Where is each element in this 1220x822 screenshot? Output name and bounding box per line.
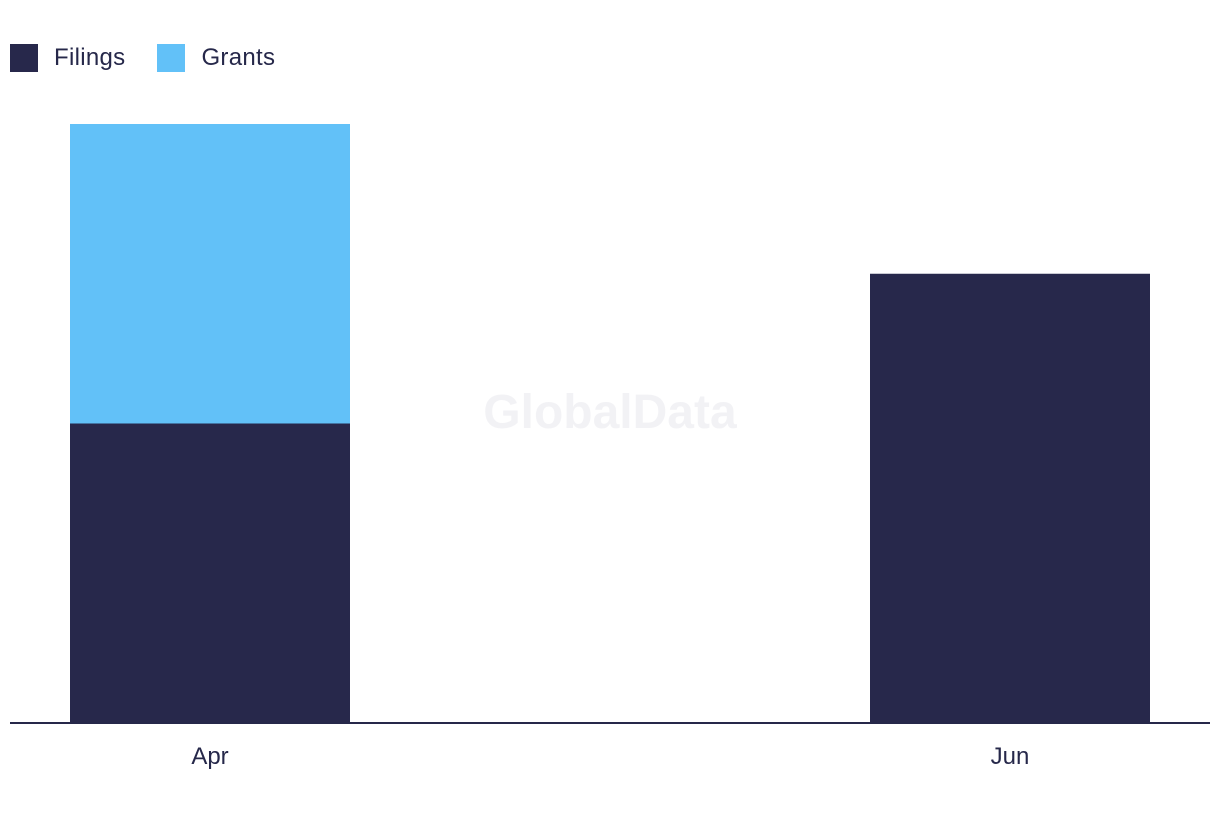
- bars-group: [70, 124, 1150, 723]
- legend: Filings Grants: [10, 44, 275, 72]
- bar-filings-apr: [70, 423, 350, 723]
- bar-grants-apr: [70, 124, 350, 424]
- x-tick-label-apr: Apr: [191, 743, 228, 770]
- legend-label-grants: Grants: [201, 44, 276, 71]
- watermark-text: GlobalData: [483, 386, 737, 439]
- legend-swatch-grants: [157, 44, 186, 72]
- legend-swatch-filings: [10, 44, 38, 72]
- legend-item-grants: Grants: [157, 44, 275, 72]
- legend-item-filings: Filings: [10, 44, 125, 72]
- bar-filings-jun: [870, 273, 1150, 723]
- x-tick-label-jun: Jun: [991, 743, 1030, 770]
- legend-label-filings: Filings: [54, 44, 126, 71]
- x-tick-labels: Apr Jun: [191, 743, 1029, 770]
